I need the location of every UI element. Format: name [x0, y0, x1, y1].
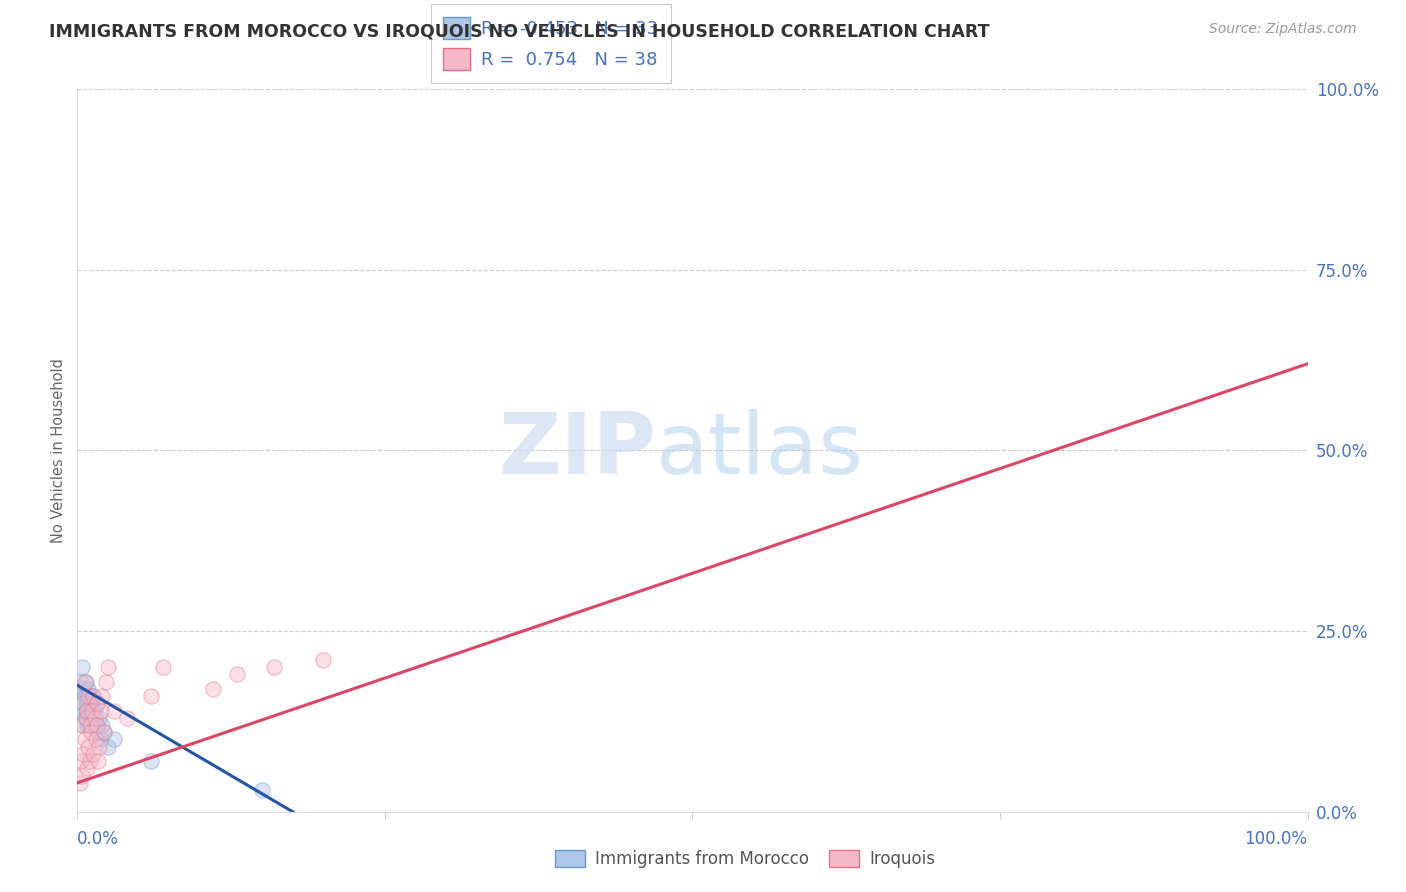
- Point: [87, 725, 110, 739]
- Point: [86, 718, 108, 732]
- Point: [84, 718, 107, 732]
- Point: [76, 704, 98, 718]
- Point: [75, 711, 97, 725]
- Point: [82, 689, 104, 703]
- Point: [103, 732, 125, 747]
- Point: [75, 674, 97, 689]
- Point: [80, 718, 103, 732]
- Legend: Immigrants from Morocco, Iroquois: Immigrants from Morocco, Iroquois: [548, 843, 942, 875]
- Point: [70, 689, 93, 703]
- Point: [226, 667, 249, 681]
- Point: [103, 704, 125, 718]
- Point: [76, 718, 98, 732]
- Point: [72, 747, 94, 761]
- Point: [152, 660, 174, 674]
- Point: [70, 718, 93, 732]
- Text: IMMIGRANTS FROM MOROCCO VS IROQUOIS NO VEHICLES IN HOUSEHOLD CORRELATION CHART: IMMIGRANTS FROM MOROCCO VS IROQUOIS NO V…: [49, 22, 990, 40]
- Point: [79, 689, 101, 703]
- Point: [312, 653, 335, 667]
- Point: [80, 725, 103, 739]
- Point: [141, 754, 163, 768]
- Point: [90, 689, 114, 703]
- Point: [89, 711, 111, 725]
- Point: [89, 739, 111, 754]
- Point: [77, 689, 100, 703]
- Point: [201, 681, 224, 696]
- Text: Source: ZipAtlas.com: Source: ZipAtlas.com: [1209, 22, 1357, 37]
- Point: [76, 696, 98, 710]
- Point: [72, 696, 94, 710]
- Point: [70, 660, 93, 674]
- Point: [86, 696, 108, 710]
- Point: [77, 711, 100, 725]
- Point: [79, 718, 101, 732]
- Point: [70, 674, 93, 689]
- Point: [115, 711, 138, 725]
- Point: [69, 704, 91, 718]
- Point: [72, 681, 94, 696]
- Point: [97, 739, 120, 754]
- Text: 0.0%: 0.0%: [77, 830, 120, 847]
- Point: [82, 711, 104, 725]
- Point: [90, 704, 112, 718]
- Point: [73, 732, 96, 747]
- Point: [250, 783, 273, 797]
- Point: [83, 711, 105, 725]
- Point: [83, 704, 105, 718]
- Point: [76, 761, 98, 775]
- Point: [70, 718, 93, 732]
- Point: [93, 725, 115, 739]
- Point: [77, 739, 100, 754]
- Text: 100.0%: 100.0%: [1244, 830, 1308, 847]
- Point: [75, 704, 97, 718]
- Point: [94, 674, 117, 689]
- Point: [93, 725, 115, 739]
- Point: [79, 704, 101, 718]
- Point: [86, 696, 108, 710]
- Point: [82, 747, 104, 761]
- Point: [73, 674, 96, 689]
- Point: [70, 754, 93, 768]
- Point: [90, 732, 112, 747]
- Point: [77, 681, 100, 696]
- Point: [141, 689, 163, 703]
- Point: [79, 754, 101, 768]
- Point: [263, 660, 285, 674]
- Point: [80, 696, 103, 710]
- Point: [90, 718, 114, 732]
- Point: [73, 689, 96, 703]
- Point: [82, 689, 104, 703]
- Point: [97, 660, 120, 674]
- Point: [82, 704, 104, 718]
- Text: atlas: atlas: [655, 409, 863, 492]
- Point: [72, 696, 94, 710]
- Point: [87, 754, 110, 768]
- Point: [73, 711, 96, 725]
- Point: [70, 769, 93, 783]
- Text: ZIP: ZIP: [498, 409, 655, 492]
- Point: [84, 732, 107, 747]
- Point: [69, 776, 91, 790]
- Legend: R = -0.453   N = 33, R =  0.754   N = 38: R = -0.453 N = 33, R = 0.754 N = 38: [430, 4, 671, 83]
- Y-axis label: No Vehicles in Household: No Vehicles in Household: [51, 358, 66, 543]
